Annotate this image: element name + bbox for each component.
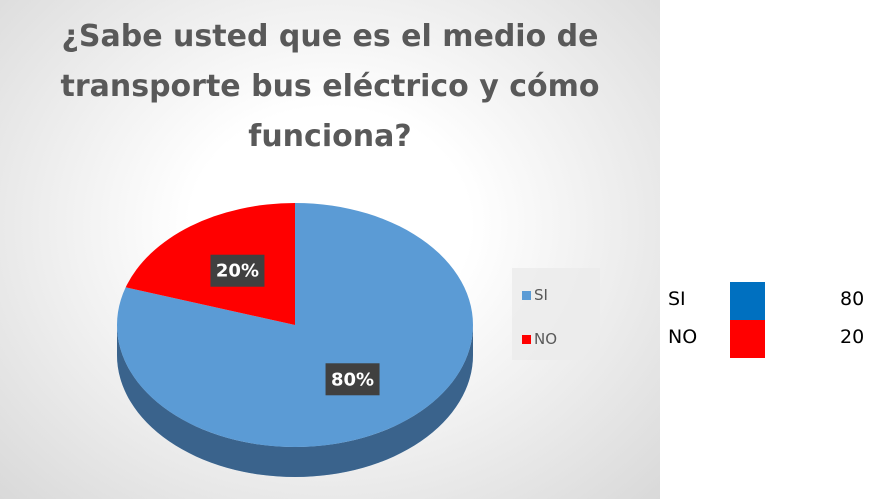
legend-label: NO [534,330,558,348]
slice-side-shade [117,325,473,477]
row-value: 80 [840,288,865,310]
data-label-box [325,363,380,396]
legend-swatch [522,290,531,300]
chart-title: ¿Sabe usted que es el medio de transport… [60,19,600,154]
legend-item: SI [522,286,548,304]
color-cell [730,320,765,358]
pie-plot: 80% 20% [116,203,473,477]
data-label-box [210,254,265,287]
row-label: SI [668,288,686,310]
data-label: 80% [331,369,374,390]
row-label: NO [668,326,698,348]
slice [125,203,295,325]
legend-item: NO [522,330,557,348]
legend-label: SI [534,286,548,304]
data-label: 20% [216,261,259,282]
row-value: 20 [840,326,865,348]
color-cell [730,282,765,320]
legend: SI NO [512,268,600,360]
legend-swatch [522,334,531,344]
chart: 80% 20% ¿Sabe usted que es el medio de tr… [0,0,660,499]
